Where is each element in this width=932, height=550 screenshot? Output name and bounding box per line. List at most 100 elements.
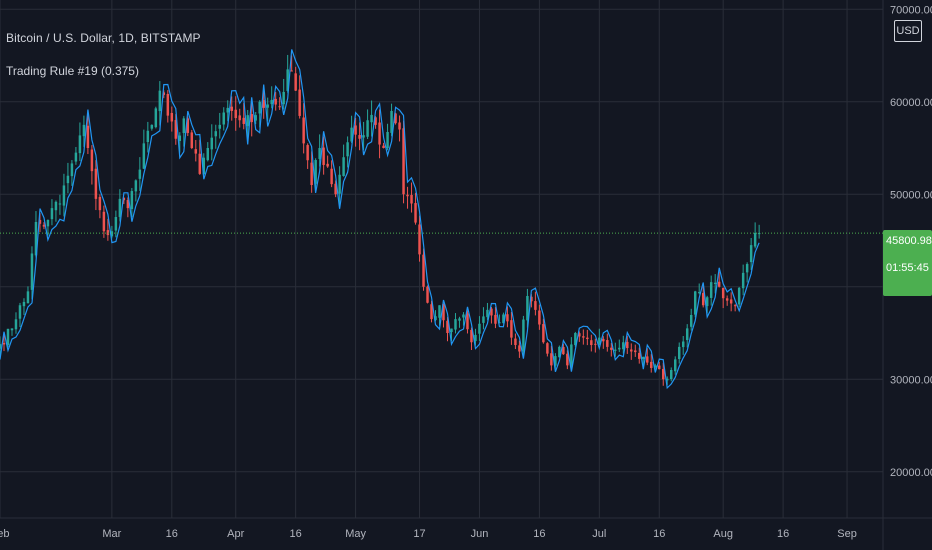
candle-body bbox=[338, 174, 341, 194]
x-tick-label: Aug bbox=[713, 528, 733, 540]
candle-body bbox=[306, 145, 309, 161]
candle-body bbox=[230, 106, 233, 111]
candle-body bbox=[382, 145, 385, 148]
candle-body bbox=[745, 264, 749, 273]
candle-body bbox=[510, 320, 513, 338]
candle-body bbox=[614, 349, 617, 351]
trading-rule-line bbox=[0, 49, 760, 390]
x-tick-label: Mar bbox=[102, 528, 121, 540]
candle-body bbox=[753, 232, 757, 247]
candle-body bbox=[586, 337, 589, 340]
candle-body bbox=[582, 336, 585, 338]
candle-body bbox=[234, 109, 237, 119]
x-tick-label: 16 bbox=[290, 528, 302, 540]
candle-body bbox=[150, 124, 154, 129]
last-price-value: 45800.98 bbox=[886, 235, 932, 247]
candle-body bbox=[741, 272, 745, 289]
candle-body bbox=[170, 112, 174, 122]
candle-body bbox=[442, 303, 445, 321]
candle-body bbox=[330, 168, 333, 185]
candle-body bbox=[90, 149, 94, 172]
candle-body bbox=[266, 104, 269, 108]
candle-body bbox=[46, 219, 50, 227]
candle-body bbox=[334, 183, 337, 195]
candle-body bbox=[274, 98, 277, 105]
candle-body bbox=[701, 293, 705, 306]
x-tick-label: 16 bbox=[777, 528, 789, 540]
candle-body bbox=[498, 322, 501, 324]
candle-body bbox=[370, 114, 373, 123]
candle-body bbox=[158, 90, 162, 112]
candle-body bbox=[606, 340, 609, 347]
candle-body bbox=[626, 341, 629, 349]
candle-body bbox=[254, 115, 257, 121]
candle-body bbox=[522, 319, 525, 352]
indicator-label[interactable]: Trading Rule #19 (0.375) bbox=[6, 64, 139, 78]
candle-body bbox=[162, 92, 166, 95]
symbol-title[interactable]: Bitcoin / U.S. Dollar, 1D, BITSTAMP bbox=[6, 31, 201, 45]
candle-body bbox=[22, 301, 26, 307]
candle-body bbox=[346, 142, 349, 157]
candle-body bbox=[594, 343, 597, 345]
x-tick-label: Feb bbox=[0, 528, 9, 540]
y-tick-label: 70000.00 bbox=[890, 4, 932, 16]
candle-body bbox=[166, 93, 170, 116]
candle-body bbox=[602, 338, 605, 342]
candle-body bbox=[2, 342, 6, 345]
candle-body bbox=[470, 329, 473, 343]
candle-body bbox=[126, 200, 130, 209]
candle-body bbox=[454, 319, 457, 330]
candle-body bbox=[446, 320, 449, 333]
y-tick-label: 30000.00 bbox=[890, 374, 932, 386]
candle-body bbox=[118, 198, 122, 217]
candle-body bbox=[218, 124, 221, 129]
candle-body bbox=[362, 135, 365, 138]
candle-body bbox=[138, 169, 142, 179]
candle-body bbox=[350, 127, 353, 142]
candle-body bbox=[62, 185, 66, 206]
candle-body bbox=[574, 333, 577, 346]
candle-body bbox=[721, 287, 725, 299]
candle-body bbox=[737, 287, 741, 305]
candle-body bbox=[558, 346, 561, 358]
candle-body bbox=[705, 297, 709, 307]
candle-body bbox=[262, 100, 265, 108]
candle-body bbox=[725, 298, 729, 301]
candle-body bbox=[354, 125, 357, 135]
candle-body bbox=[246, 115, 249, 127]
candle-body bbox=[578, 333, 581, 337]
candle-body bbox=[570, 344, 573, 367]
candle-body bbox=[314, 160, 317, 184]
candle-body bbox=[462, 314, 465, 318]
candle-body bbox=[298, 89, 301, 116]
candle-body bbox=[178, 135, 182, 142]
bar-countdown: 01:55:45 bbox=[886, 262, 929, 274]
candle-body bbox=[190, 132, 194, 148]
candle-body bbox=[434, 316, 437, 321]
candle-body bbox=[30, 253, 34, 290]
candle-body bbox=[458, 318, 461, 321]
last-price-badge: 45800.98 01:55:45 bbox=[883, 230, 932, 296]
x-tick-label: May bbox=[345, 528, 366, 540]
grid-lines bbox=[0, 0, 883, 518]
x-tick-label: Apr bbox=[227, 528, 244, 540]
candle-body bbox=[38, 219, 42, 224]
candle-body bbox=[134, 180, 138, 192]
currency-button[interactable]: USD bbox=[894, 20, 922, 42]
candle-body bbox=[729, 299, 733, 304]
candle-body bbox=[662, 368, 665, 380]
candle-body bbox=[478, 323, 481, 334]
candle-body bbox=[638, 352, 641, 359]
candle-body bbox=[10, 328, 14, 331]
candle-body bbox=[198, 153, 202, 174]
candle-body bbox=[286, 69, 289, 91]
x-tick-label: 16 bbox=[653, 528, 665, 540]
y-tick-label: 20000.00 bbox=[890, 467, 932, 479]
candle-body bbox=[318, 148, 321, 159]
candle-body bbox=[82, 124, 86, 137]
candle-body bbox=[74, 152, 78, 162]
candle-body bbox=[406, 194, 409, 197]
candle-body bbox=[258, 101, 261, 114]
